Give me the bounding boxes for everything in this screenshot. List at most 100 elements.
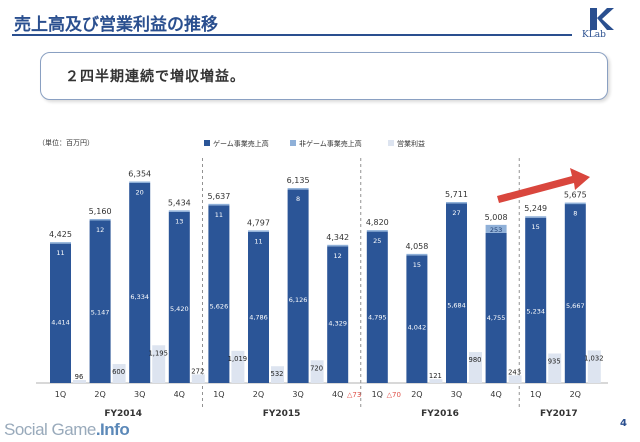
label-game-3: 6,334	[130, 293, 149, 301]
bar-game-1	[50, 243, 71, 383]
bar-profit-2	[112, 364, 126, 383]
label-nongame-10: 15	[413, 261, 421, 269]
bar-nongame-9	[366, 230, 388, 232]
label-total-4: 5,434	[168, 198, 191, 207]
quarter-label-14: 2Q	[570, 390, 581, 399]
bar-nongame-8	[327, 244, 349, 247]
label-total-8: 4,342	[326, 233, 349, 242]
bar-game-13	[525, 217, 547, 383]
legend-swatch-3	[388, 140, 394, 146]
quarter-label-3: 3Q	[134, 390, 145, 399]
label-game-8: 4,329	[328, 320, 347, 328]
label-nongame-2: 12	[96, 226, 104, 234]
label-profit-13: 935	[548, 357, 561, 365]
label-nongame-4: 13	[175, 217, 183, 225]
quarter-label-5: 1Q	[213, 390, 224, 399]
label-total-2: 5,160	[89, 207, 112, 216]
quarter-label-8: 4Q	[332, 390, 343, 399]
bar-nongame-3	[129, 181, 151, 183]
bar-nongame-12	[485, 224, 507, 233]
label-nongame-8: 12	[334, 252, 342, 260]
bar-profit-14	[587, 350, 601, 383]
quarter-label-2: 2Q	[94, 390, 105, 399]
label-game-11: 5,684	[447, 302, 466, 310]
legend-label-3: 営業利益	[397, 139, 425, 148]
bar-nongame-14	[564, 202, 586, 205]
bar-nongame-13	[525, 216, 547, 218]
label-nongame-5: 11	[215, 211, 223, 219]
label-nongame-7: 8	[296, 195, 300, 203]
bar-nongame-2	[89, 218, 111, 221]
label-game-7: 6,126	[289, 296, 308, 304]
watermark-part2: .Info	[95, 420, 130, 439]
quarter-label-12: 4Q	[490, 390, 501, 399]
quarter-label-1: 1Q	[55, 390, 66, 399]
bar-game-6	[248, 231, 269, 383]
label-profit-3: 1,195	[148, 349, 167, 357]
label-nongame-12: 253	[490, 226, 502, 234]
year-label-4: FY2017	[540, 409, 578, 419]
label-profit-11: 980	[469, 356, 482, 364]
bar-profit-12	[508, 375, 522, 383]
logo-text: KLab	[582, 30, 606, 40]
growth-arrow-icon	[497, 168, 590, 203]
label-game-1: 4,414	[51, 318, 70, 326]
label-game-9: 4,795	[368, 313, 387, 321]
bar-nongame-1	[50, 242, 71, 244]
label-total-13: 5,249	[524, 204, 547, 213]
quarter-label-10: 2Q	[411, 390, 422, 399]
bar-game-8	[327, 246, 349, 383]
label-profit-4: 272	[191, 367, 204, 375]
label-nongame-14: 8	[573, 210, 577, 218]
bar-profit-11	[469, 352, 482, 383]
label-total-12: 5,008	[485, 213, 508, 222]
unit-label: （単位：百万円）	[38, 138, 94, 147]
label-total-6: 4,797	[247, 218, 270, 227]
bar-profit-1	[73, 379, 86, 383]
label-total-9: 4,820	[366, 218, 389, 227]
bar-game-14	[564, 204, 586, 383]
bar-profit-4	[191, 374, 205, 383]
label-total-5: 5,637	[207, 192, 230, 201]
year-label-2: FY2015	[263, 409, 301, 419]
label-nongame-13: 15	[532, 223, 540, 231]
legend-swatch-2	[290, 140, 296, 146]
bar-nongame-4	[168, 210, 190, 212]
label-profit-5: 1,019	[228, 355, 247, 363]
label-total-11: 5,711	[445, 190, 468, 199]
bar-nongame-5	[208, 203, 230, 206]
bar-game-7	[287, 189, 309, 383]
label-game-12: 4,755	[487, 314, 506, 322]
label-profit-14: 1,032	[584, 354, 603, 362]
quarter-label-9: 1Q	[372, 390, 383, 399]
headline-box: ２四半期連続で増収増益。	[40, 52, 608, 100]
page-number: 4	[620, 418, 627, 429]
title-underline	[12, 34, 572, 36]
label-total-3: 6,354	[128, 170, 151, 179]
bar-nongame-11	[446, 202, 467, 204]
bar-profit-13	[548, 353, 562, 383]
bar-game-3	[129, 183, 151, 383]
quarter-label-11: 3Q	[451, 390, 462, 399]
label-total-1: 4,425	[49, 230, 72, 239]
label-profit-7: 720	[310, 364, 323, 372]
label-game-13: 5,234	[526, 308, 545, 316]
bar-profit-10	[429, 379, 443, 383]
page-title: 売上高及び営業利益の推移	[14, 15, 218, 35]
label-nongame-3: 20	[136, 189, 144, 197]
label-game-10: 4,042	[408, 323, 427, 331]
quarter-label-13: 1Q	[530, 390, 541, 399]
bar-game-2	[89, 220, 111, 383]
label-profit-10: 121	[429, 372, 442, 380]
label-profit-9: △70	[387, 391, 401, 399]
bar-game-9	[366, 231, 388, 383]
year-label-3: FY2016	[421, 409, 459, 419]
label-total-7: 6,135	[287, 176, 310, 185]
label-nongame-11: 27	[452, 209, 460, 217]
bar-game-10	[406, 255, 428, 383]
label-profit-6: 532	[271, 370, 284, 378]
headline-text: ２四半期連続で増収増益。	[65, 69, 245, 85]
year-label-1: FY2014	[104, 409, 142, 419]
bar-game-11	[446, 203, 467, 383]
